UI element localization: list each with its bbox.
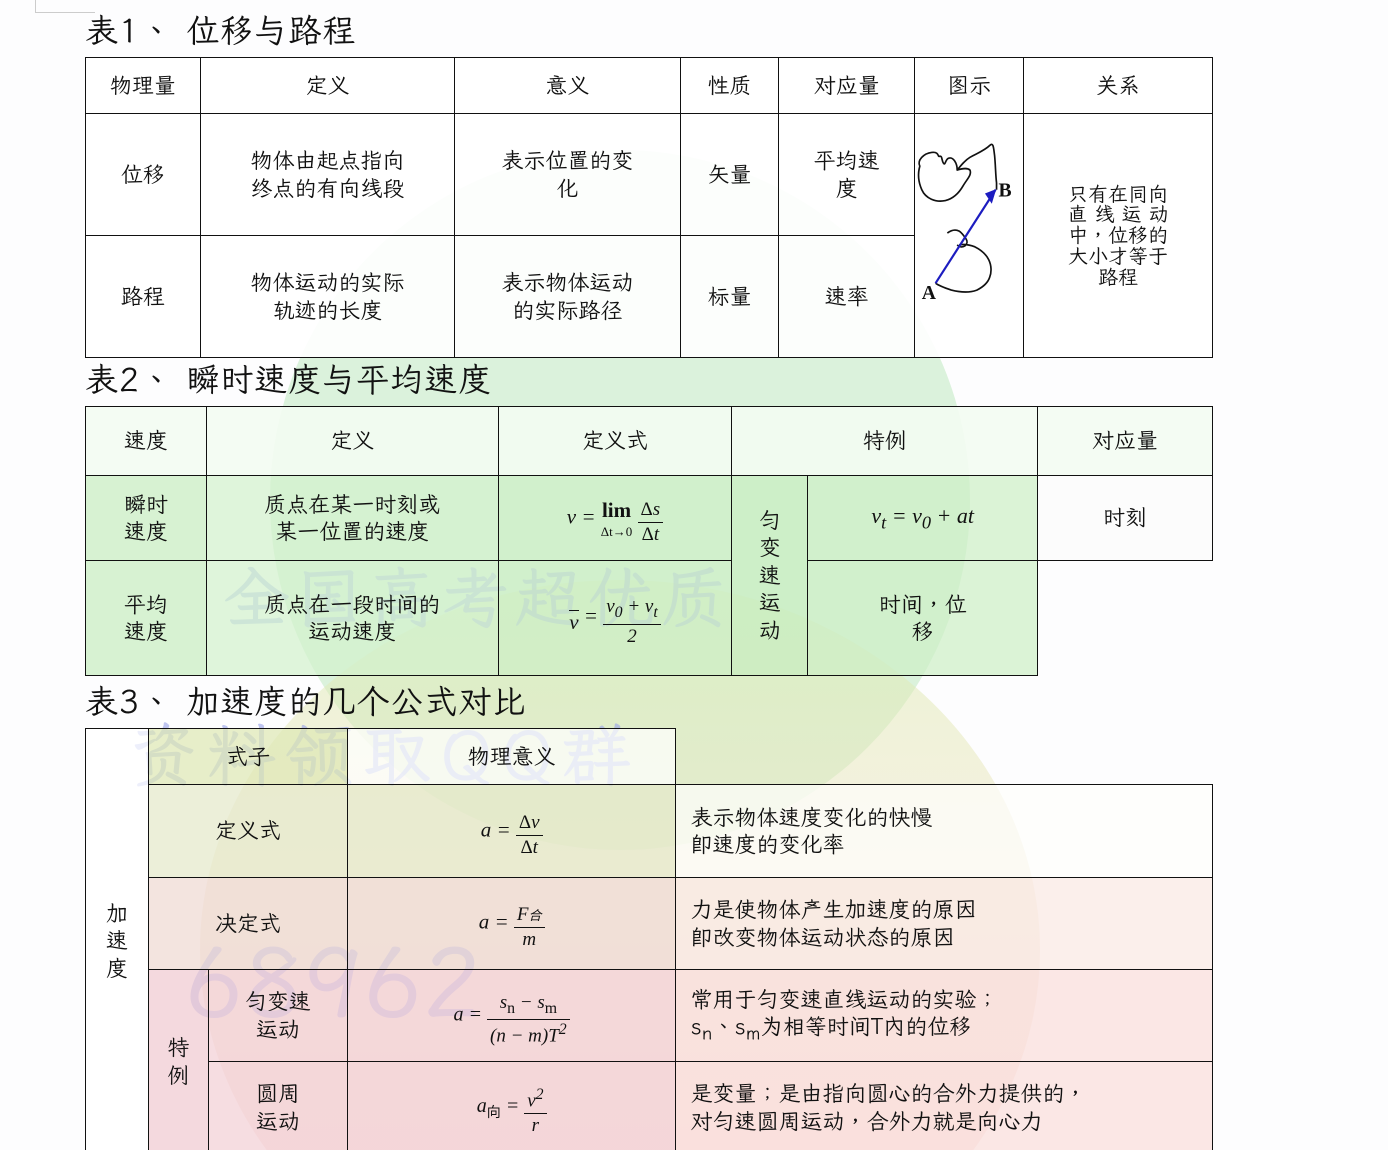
svg-text:B: B (999, 179, 1012, 201)
svg-text:A: A (922, 281, 937, 303)
